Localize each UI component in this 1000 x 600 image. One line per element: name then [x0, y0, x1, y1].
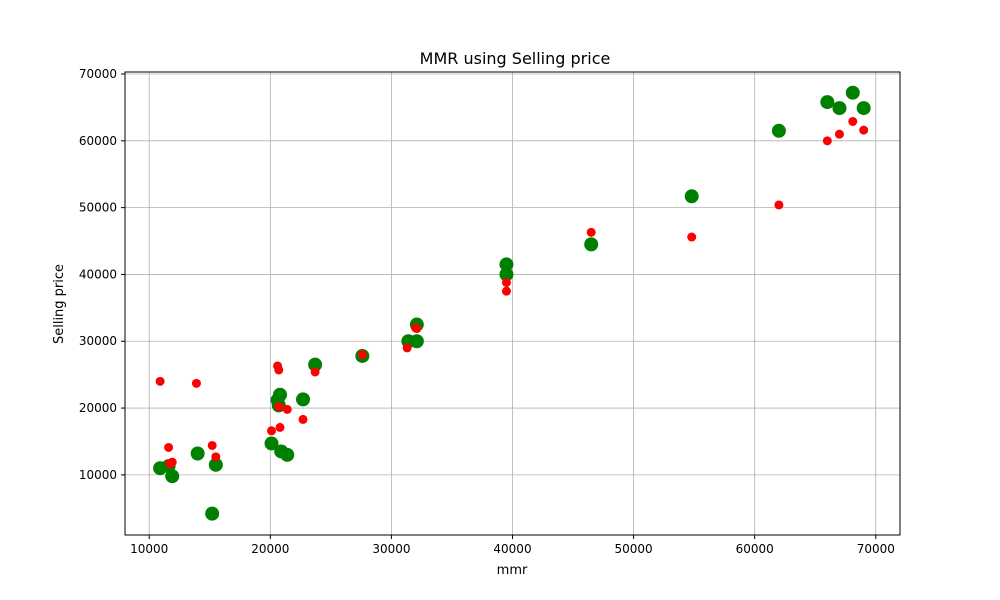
data-point-series-2 — [165, 459, 175, 469]
y-tick-label: 20000 — [79, 401, 117, 415]
data-point-series-1 — [845, 85, 860, 100]
data-point-series-1 — [273, 387, 287, 402]
data-point-series-1 — [205, 506, 220, 521]
data-point-series-1 — [499, 257, 514, 272]
data-point-series-2 — [501, 277, 511, 287]
data-point-series-2 — [834, 129, 844, 139]
y-axis-title: Selling price — [52, 264, 67, 344]
x-tick-label: 30000 — [372, 542, 410, 556]
data-point-series-1 — [832, 101, 847, 116]
data-point-series-2 — [207, 440, 217, 450]
data-point-series-1 — [409, 334, 424, 349]
y-tick-label: 30000 — [79, 334, 117, 348]
data-point-series-1 — [856, 101, 871, 116]
data-point-series-2 — [774, 200, 784, 210]
data-point-series-1 — [771, 123, 786, 138]
x-tick-label: 20000 — [251, 542, 289, 556]
y-tick-label: 10000 — [79, 468, 117, 482]
x-tick-label: 60000 — [736, 542, 774, 556]
data-point-series-2 — [402, 343, 412, 353]
data-point-series-2 — [848, 116, 858, 126]
data-point-series-2 — [275, 422, 285, 432]
y-tick-label: 60000 — [79, 134, 117, 148]
data-point-series-1 — [499, 267, 514, 282]
grid — [125, 72, 900, 535]
data-point-series-1 — [208, 457, 223, 472]
data-point-series-2 — [501, 286, 511, 296]
data-point-series-1 — [280, 447, 295, 462]
axis-ticks: 10000 20000 30000 40000 50000 60000 70000 10000… — [79, 67, 895, 556]
data-point-series-1 — [684, 189, 699, 204]
chart-title: MMR using Selling price — [420, 49, 611, 68]
data-point-series-2 — [687, 232, 697, 242]
data-points — [153, 85, 871, 521]
data-point-series-2 — [822, 136, 832, 146]
data-point-series-1 — [584, 237, 599, 252]
x-tick-label: 70000 — [857, 542, 895, 556]
x-tick-label: 10000 — [130, 542, 168, 556]
data-point-series-1 — [820, 95, 835, 110]
y-tick-label: 40000 — [79, 267, 117, 281]
data-point-series-1 — [308, 357, 323, 372]
x-axis-title: mmr — [497, 563, 528, 578]
data-point-series-2 — [155, 376, 165, 386]
data-point-series-2 — [310, 367, 320, 377]
data-point-series-2 — [267, 426, 277, 436]
data-point-series-2 — [274, 365, 284, 375]
data-point-series-2 — [859, 125, 869, 135]
data-point-series-1 — [165, 469, 180, 484]
data-point-series-2 — [191, 378, 201, 388]
data-point-series-1 — [190, 446, 205, 461]
data-point-series-2 — [274, 402, 284, 412]
data-point-series-2 — [586, 227, 596, 237]
x-tick-label: 50000 — [615, 542, 653, 556]
data-point-series-2 — [164, 442, 174, 452]
y-tick-label: 50000 — [79, 201, 117, 215]
data-point-series-2 — [282, 404, 292, 414]
data-point-series-2 — [357, 350, 367, 360]
x-tick-label: 40000 — [493, 542, 531, 556]
data-point-series-1 — [264, 436, 279, 451]
data-point-series-1 — [296, 392, 311, 407]
y-tick-label: 70000 — [79, 67, 117, 81]
data-point-series-2 — [211, 452, 221, 462]
data-point-series-2 — [412, 324, 422, 334]
data-point-series-2 — [298, 414, 308, 424]
